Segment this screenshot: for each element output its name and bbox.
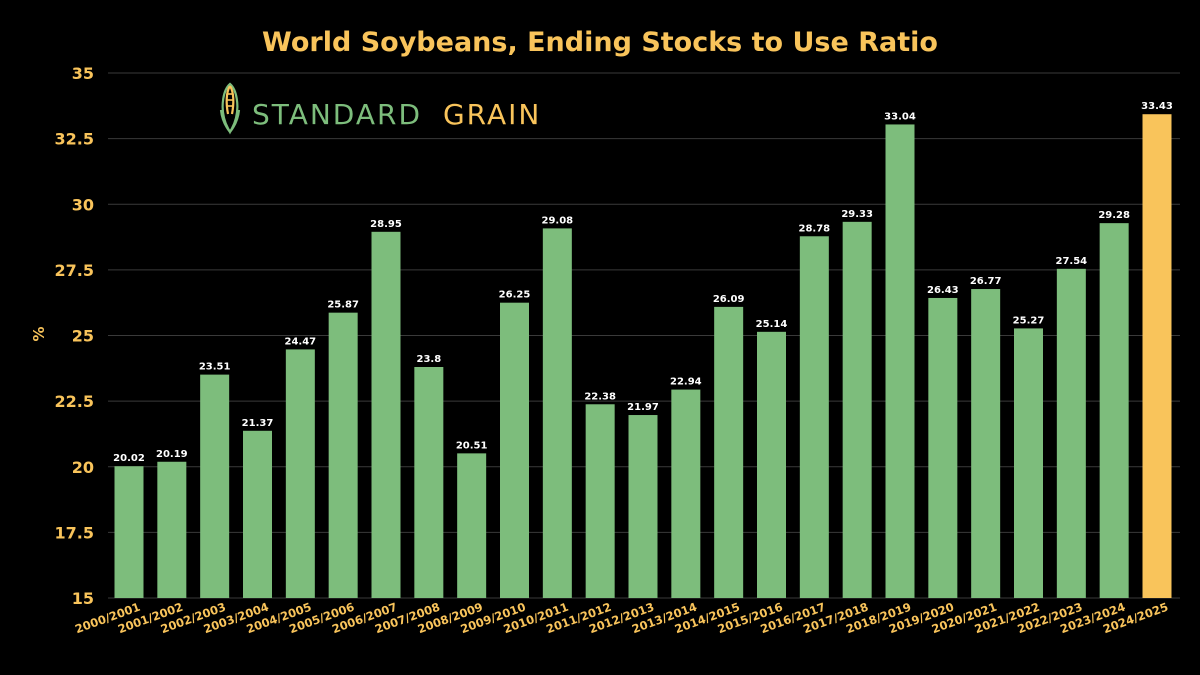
brand-logo: STANDARD GRAIN — [219, 82, 541, 135]
bar-2019-2020 — [928, 297, 958, 598]
bar-2018-2019 — [885, 124, 915, 598]
bar-2006-2007 — [371, 231, 401, 598]
bar-2013-2014 — [671, 389, 701, 598]
brand-name-standard: STANDARD — [252, 98, 422, 131]
corn-icon — [219, 82, 241, 135]
y-tick-label: 20 — [72, 458, 94, 477]
bar-2022-2023 — [1056, 268, 1086, 598]
value-labels: 20.02 20.19 23.51 21.37 24.47 25.87 28.95 23.8 2… — [113, 101, 1173, 464]
value-label: 20.02 — [113, 453, 145, 464]
y-tick-label: 30 — [72, 195, 94, 214]
value-label: 25.27 — [1013, 315, 1045, 326]
value-label: 33.43 — [1141, 101, 1173, 112]
bar-2009-2010 — [500, 302, 529, 598]
y-tick-label: 32.5 — [55, 130, 94, 149]
value-label: 20.19 — [156, 449, 188, 460]
value-label: 20.51 — [456, 440, 488, 451]
bar-2020-2021 — [971, 289, 1001, 598]
value-label: 23.51 — [199, 362, 231, 373]
value-label: 28.78 — [799, 223, 831, 234]
y-tick-label: 35 — [72, 64, 94, 83]
bar-2004-2005 — [285, 349, 315, 598]
y-tick-label: 27.5 — [55, 261, 94, 280]
value-label: 22.94 — [670, 377, 702, 388]
chart-title: World Soybeans, Ending Stocks to Use Rat… — [262, 27, 938, 58]
value-label: 25.87 — [327, 300, 359, 311]
value-label: 29.28 — [1098, 210, 1130, 221]
y-axis-ticks: 15 17.5 20 22.5 25 27.5 30 32.5 35 — [55, 64, 94, 608]
bar-2023-2024 — [1099, 223, 1129, 598]
bar-2017-2018 — [842, 221, 872, 598]
bar-2021-2022 — [1014, 328, 1043, 598]
bar-2008-2009 — [457, 453, 487, 598]
bar-2011-2012 — [585, 404, 615, 598]
value-label: 27.54 — [1056, 256, 1088, 267]
value-label: 26.09 — [713, 294, 745, 305]
value-label: 25.14 — [756, 319, 788, 330]
bar-2010-2011 — [542, 228, 572, 598]
bar-2000-2001 — [114, 466, 144, 598]
value-label: 21.97 — [627, 402, 659, 413]
value-label: 24.47 — [285, 336, 317, 347]
bar-2002-2003 — [200, 374, 230, 598]
bar-2015-2016 — [757, 331, 786, 598]
value-label: 22.38 — [584, 391, 616, 402]
value-label: 26.77 — [970, 276, 1002, 287]
value-label: 33.04 — [884, 111, 916, 122]
bar-2014-2015 — [714, 306, 744, 598]
value-label: 28.95 — [370, 219, 402, 230]
value-label: 26.25 — [499, 290, 531, 301]
value-label: 21.37 — [242, 418, 274, 429]
bar-2024-2025 — [1142, 114, 1172, 599]
bar-2005-2006 — [328, 312, 358, 598]
value-label: 29.33 — [841, 209, 873, 220]
value-label: 23.8 — [416, 354, 441, 365]
y-tick-label: 22.5 — [55, 392, 94, 411]
bar-2001-2002 — [157, 461, 187, 598]
y-axis-title: % — [30, 326, 48, 341]
bars — [114, 114, 1172, 599]
bar-2007-2008 — [414, 367, 444, 598]
y-tick-label: 15 — [72, 589, 94, 608]
y-tick-label: 17.5 — [55, 523, 94, 542]
bar-2016-2017 — [799, 236, 829, 598]
value-label: 29.08 — [542, 215, 574, 226]
y-tick-label: 25 — [72, 327, 94, 346]
brand-name-grain: GRAIN — [443, 98, 541, 131]
svg-text:STANDARD GRAIN: STANDARD GRAIN — [252, 98, 541, 131]
bar-2012-2013 — [628, 415, 658, 598]
value-label: 26.43 — [927, 285, 959, 296]
bar-2003-2004 — [243, 430, 272, 598]
